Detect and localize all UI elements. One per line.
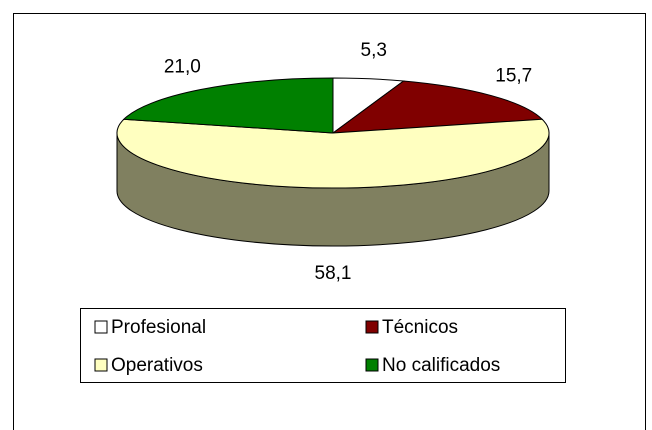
data-label: 58,1	[315, 263, 352, 284]
legend-label: No calificados	[382, 355, 500, 376]
pie-slice	[331, 80, 544, 134]
data-label: 21,0	[164, 56, 201, 77]
legend-label: Técnicos	[382, 317, 458, 338]
legend-swatch	[94, 320, 108, 334]
legend-box	[80, 308, 566, 383]
legend-swatch	[365, 358, 379, 372]
data-label: 15,7	[495, 66, 532, 87]
legend-label: Operativos	[111, 355, 203, 376]
pie-slice	[122, 77, 334, 134]
legend-swatch	[94, 358, 108, 372]
legend-label: Profesional	[111, 317, 206, 338]
data-label: 5,3	[361, 40, 387, 61]
legend-swatch	[365, 320, 379, 334]
pie-slice	[116, 118, 550, 189]
